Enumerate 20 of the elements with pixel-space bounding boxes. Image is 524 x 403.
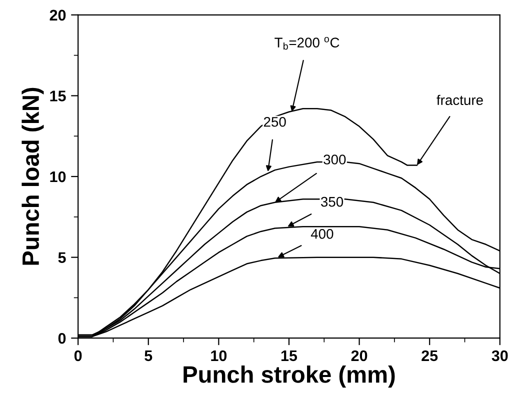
annotation: 250 — [264, 116, 286, 127]
y-tick-label: 5 — [58, 252, 66, 263]
x-tick-label: 20 — [351, 350, 368, 362]
y-tick-label: 15 — [50, 90, 66, 102]
x-tick-label: 0 — [74, 350, 82, 362]
x-tick-label: 10 — [211, 350, 227, 362]
annotation: 300 — [324, 154, 346, 164]
annotation: T$_{b}$=200 $^{o}$C — [274, 36, 340, 50]
x-axis-title: Punch stroke (mm) — [184, 366, 395, 388]
x-tick-label: 30 — [492, 350, 508, 362]
x-tick-label: 15 — [281, 350, 298, 362]
x-tick-label: 25 — [422, 350, 438, 362]
annotation: 350 — [320, 196, 344, 207]
y-axis-title: Punch load (kN) — [22, 88, 44, 265]
x-tick-label: 5 — [144, 350, 152, 362]
annotation: 400 — [310, 228, 334, 239]
y-tick-label: 20 — [50, 10, 66, 21]
y-tick-label: 10 — [50, 171, 66, 182]
y-tick-label: 0 — [58, 332, 66, 344]
annotation: fracture — [436, 94, 483, 106]
